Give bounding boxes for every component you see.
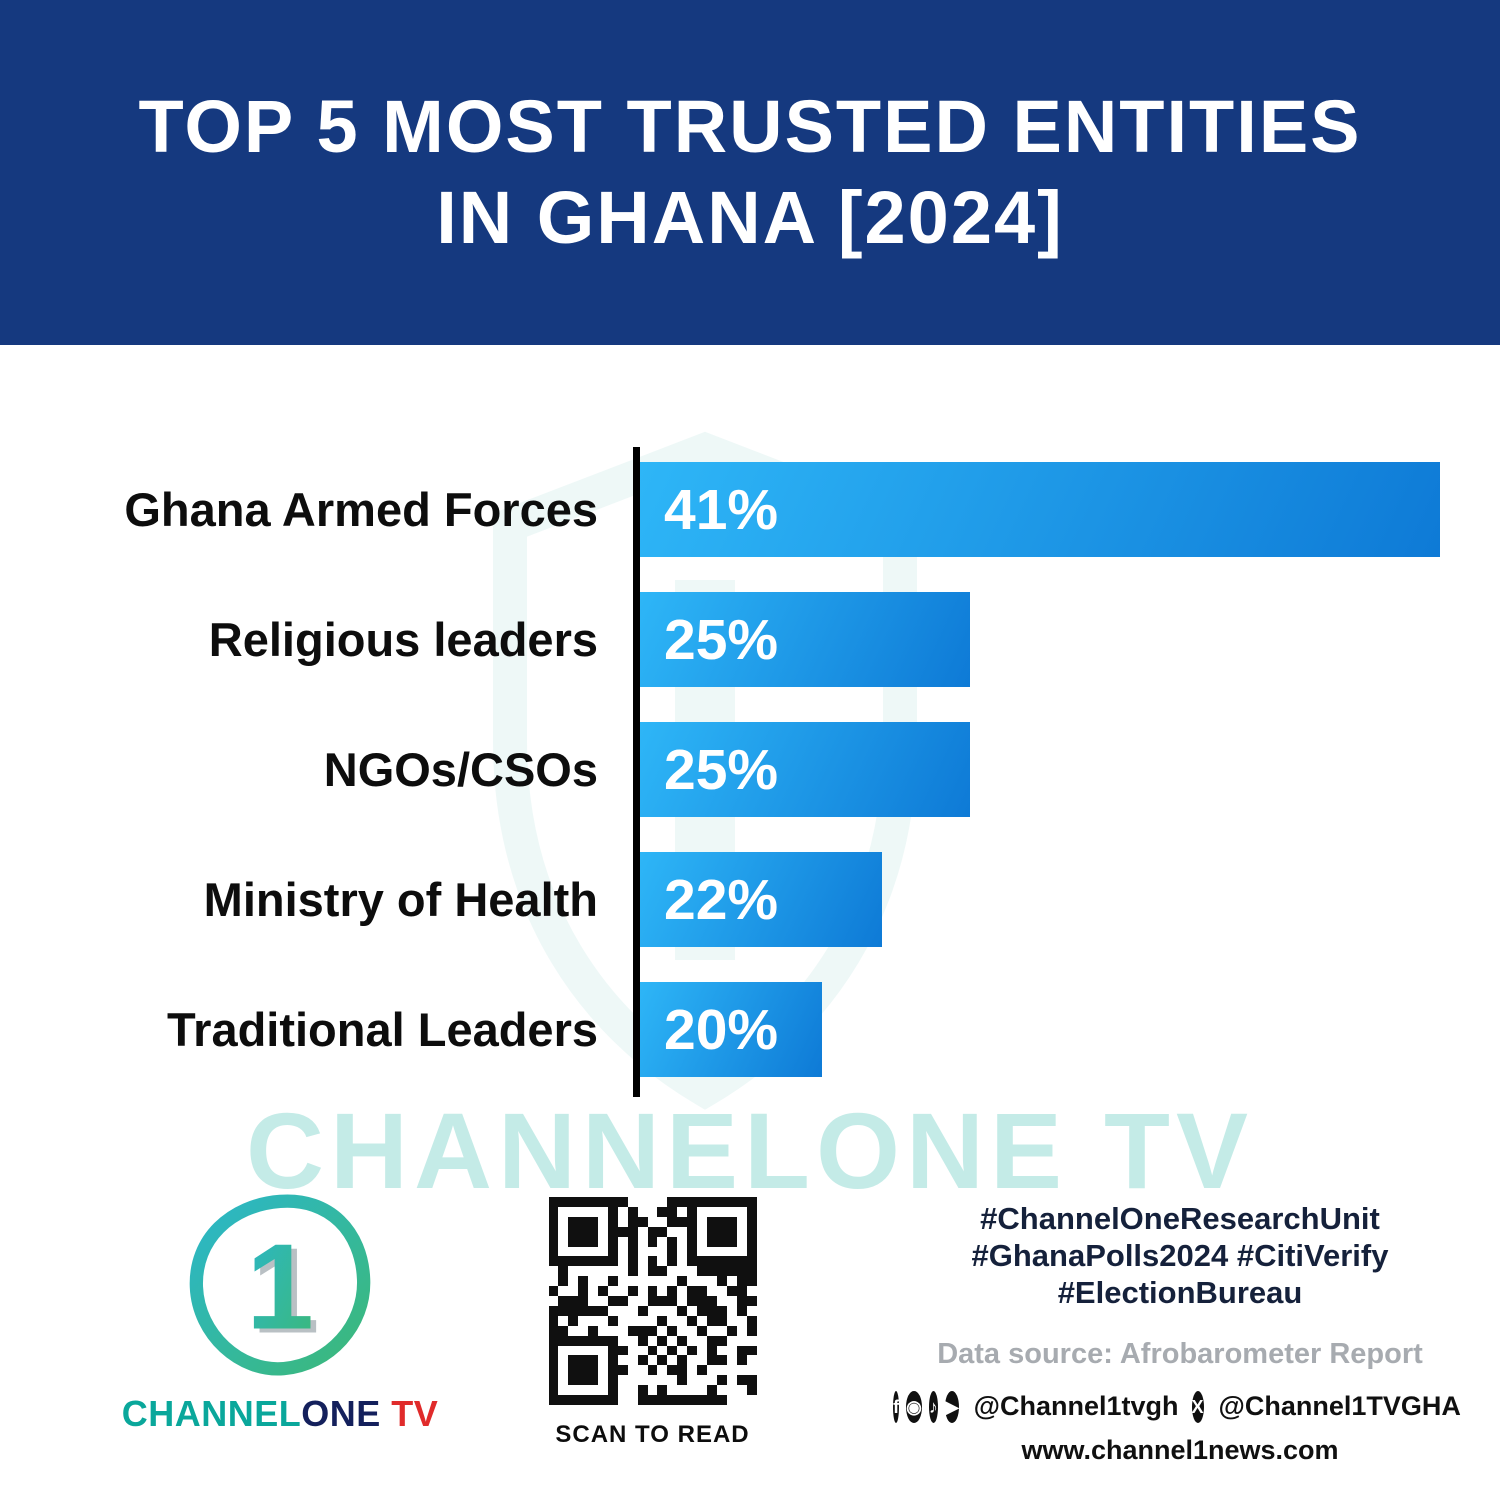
bar-traditional-leaders: 20% — [640, 982, 822, 1077]
chart-row-religious-leaders: Religious leaders 25% — [0, 592, 1500, 687]
facebook-icon: f — [893, 1390, 900, 1423]
bar-ministry-of-health: 22% — [640, 852, 882, 947]
hashtag-line-2: #GhanaPolls2024 #CitiVerify — [971, 1238, 1389, 1274]
wordmark-channel: CHANNEL — [121, 1393, 302, 1434]
website-url: www.channel1news.com — [1021, 1434, 1339, 1465]
header-banner: TOP 5 MOST TRUSTED ENTITIES IN GHANA [20… — [0, 0, 1500, 345]
chart-rows: Ghana Armed Forces 41% Religious leaders… — [0, 447, 1500, 1077]
qr-code — [548, 1197, 757, 1405]
hashtag-line-1: #ChannelOneResearchUnit — [980, 1201, 1380, 1236]
chart-row-ministry-of-health: Ministry of Health 22% — [0, 852, 1500, 947]
social-handle-x: @Channel1TVGHA — [1218, 1391, 1461, 1422]
bar-religious-leaders: 25% — [640, 592, 970, 687]
bar-value-label: 41% — [664, 477, 779, 542]
bar-label: Religious leaders — [208, 613, 598, 666]
bar-ghana-armed-forces: 41% — [640, 462, 1440, 557]
bar-value-label: 22% — [664, 867, 779, 932]
bar-value-label: 20% — [664, 997, 779, 1062]
chart-row-traditional-leaders: Traditional Leaders 20% — [0, 982, 1500, 1077]
page-title-line2: IN GHANA [2024] — [436, 175, 1064, 259]
footer-info: #ChannelOneResearchUnit #GhanaPolls2024 … — [893, 1200, 1465, 1466]
svg-text:1: 1 — [252, 1223, 320, 1359]
social-handle-main: @Channel1tvgh — [973, 1391, 1179, 1422]
social-row: f ◉ ♪ ▶ @Channel1tvgh X @Channel1TVGHA — [893, 1390, 1465, 1423]
x-icon: X — [1191, 1390, 1204, 1423]
bar-label: Ministry of Health — [203, 873, 598, 926]
hashtags: #ChannelOneResearchUnit #GhanaPolls2024 … — [895, 1200, 1465, 1312]
channel-one-wordmark: CHANNELONE TV — [120, 1393, 440, 1435]
footer: 1 1 CHANNELONE TV SCAN TO READ #ChannelO… — [0, 1185, 1500, 1500]
wordmark-one: ONE — [301, 1393, 381, 1434]
hashtag-line-3: #ElectionBureau — [1057, 1275, 1303, 1311]
qr-caption: SCAN TO READ — [555, 1421, 750, 1448]
bar-label: Traditional Leaders — [167, 1003, 598, 1056]
tiktok-icon: ♪ — [928, 1390, 938, 1423]
data-source-note: Data source: Afrobarometer Report — [937, 1337, 1423, 1370]
chart-axis-line — [633, 447, 640, 1097]
youtube-icon: ▶ — [944, 1390, 959, 1423]
page-title-line1: TOP 5 MOST TRUSTED ENTITIES — [138, 85, 1362, 169]
wordmark-tv: TV — [380, 1393, 439, 1434]
bar-chart: Ghana Armed Forces 41% Religious leaders… — [0, 447, 1500, 1097]
channel-one-logo-icon: 1 1 — [189, 1194, 371, 1376]
chart-row-ghana-armed-forces: Ghana Armed Forces 41% — [0, 462, 1500, 557]
bar-label: Ghana Armed Forces — [124, 483, 598, 536]
svg-text:1: 1 — [246, 1219, 314, 1355]
bar-value-label: 25% — [664, 737, 779, 802]
bar-value-label: 25% — [664, 607, 779, 672]
chart-row-ngos-csos: NGOs/CSOs 25% — [0, 722, 1500, 817]
bar-ngos-csos: 25% — [640, 722, 970, 817]
brand-watermark: CHANNELONE TV — [245, 1090, 1255, 1211]
instagram-icon: ◉ — [906, 1390, 922, 1423]
bar-label: NGOs/CSOs — [323, 743, 598, 796]
qr-block: SCAN TO READ — [540, 1197, 765, 1449]
channel-one-logo: 1 1 CHANNELONE TV — [120, 1190, 440, 1435]
